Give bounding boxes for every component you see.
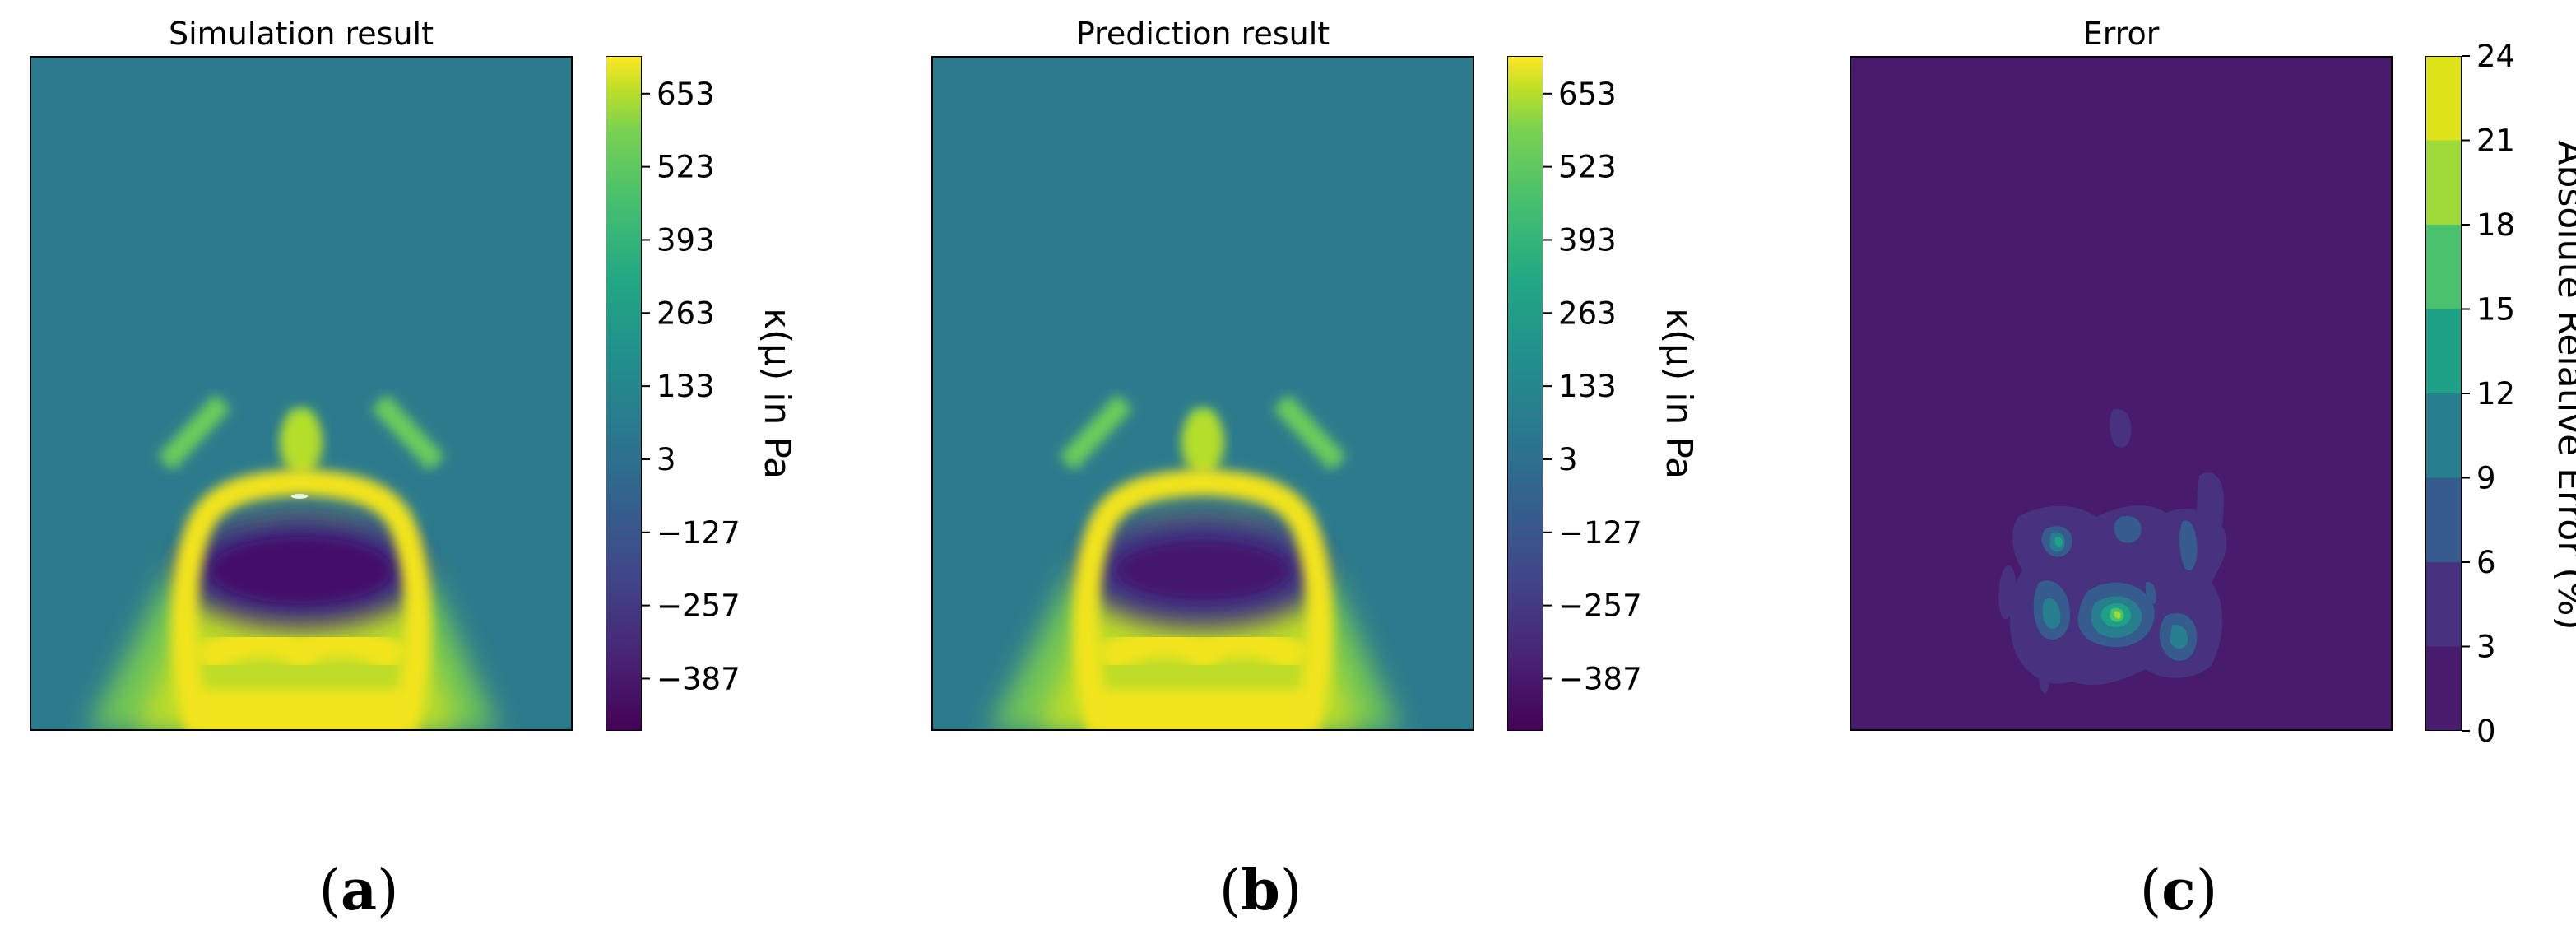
colorbar-tick-label: 3 bbox=[2476, 630, 2496, 665]
colorbar-title: κ(μ) in Pa bbox=[1658, 308, 1700, 479]
map-frame bbox=[30, 56, 573, 731]
error-level-18-21 bbox=[2114, 611, 2121, 619]
simulation-heatmap bbox=[30, 56, 573, 731]
colorbar-tick-label: 3 bbox=[657, 442, 676, 477]
caption-a: (a) bbox=[318, 858, 399, 923]
colorbar-tick-label: 12 bbox=[2476, 376, 2515, 412]
field-ring bbox=[1073, 468, 1333, 731]
field-lower-band bbox=[194, 626, 408, 675]
colorbar-tick-label: −257 bbox=[657, 588, 740, 624]
colorbar-tick-label: 523 bbox=[1558, 150, 1617, 185]
colorbar-tick-label: 24 bbox=[2476, 39, 2515, 74]
colorbar-level-band bbox=[2425, 562, 2462, 647]
colorbar-tick-label: −387 bbox=[657, 661, 740, 696]
panel-prediction: Prediction result bbox=[902, 0, 1757, 949]
colorbar-tick-label: 9 bbox=[2476, 461, 2496, 496]
panel-b-title: Prediction result bbox=[1075, 16, 1330, 52]
colorbar-tick-label: 653 bbox=[657, 77, 715, 112]
colorbar-tick-label: −257 bbox=[1558, 588, 1642, 624]
colorbar-tick-label: 6 bbox=[2476, 545, 2496, 580]
colorbar-tick-label: 18 bbox=[2476, 207, 2515, 243]
colorbar-tick-label: −127 bbox=[1558, 515, 1642, 551]
field-negative-core bbox=[1116, 541, 1289, 600]
colorbar-ticks: 24 21 18 15 12 9 6 3 0 Absolute Relative Error (… bbox=[2462, 39, 2576, 749]
colorbar-level-band bbox=[2425, 56, 2462, 141]
colorbar-gradient bbox=[1507, 56, 1543, 731]
error-contour-map bbox=[1850, 56, 2393, 731]
panel-error: Error bbox=[1820, 0, 2576, 949]
map-frame bbox=[1850, 56, 2393, 731]
colorbar-tick-label: 21 bbox=[2476, 123, 2515, 159]
colorbar-ticks: 653 523 393 263 133 3 −127 −257 −387 κ(μ) in Pa bbox=[1543, 77, 1700, 696]
colorbar-gradient bbox=[606, 56, 642, 731]
error-colorbar bbox=[2425, 56, 2462, 731]
field-lower-band bbox=[1096, 626, 1310, 675]
colorbar-tick-label: −127 bbox=[657, 515, 740, 551]
colorbar-tick-label: 393 bbox=[657, 222, 715, 258]
field-bottom-band bbox=[194, 690, 408, 731]
colorbar bbox=[606, 56, 642, 731]
colorbar-tick-label: 653 bbox=[1558, 77, 1617, 112]
caption-c: (c) bbox=[2139, 858, 2218, 923]
colorbar-level-band bbox=[2425, 477, 2462, 562]
colorbar-title: κ(μ) in Pa bbox=[756, 308, 798, 479]
map-frame bbox=[931, 56, 1474, 731]
colorbar-tick-label: 15 bbox=[2476, 292, 2515, 328]
colorbar-level-band bbox=[2425, 140, 2462, 225]
colorbar-tick-label: 263 bbox=[1558, 295, 1617, 331]
panel-simulation: Simulation result bbox=[0, 0, 856, 949]
colorbar-tick-label: 0 bbox=[2476, 714, 2496, 749]
colorbar-tick-label: 133 bbox=[1558, 369, 1617, 404]
field-ring bbox=[171, 468, 431, 731]
caption-b: (b) bbox=[1218, 858, 1302, 923]
field-negative-core bbox=[211, 537, 392, 603]
colorbar-tick-label: −387 bbox=[1558, 661, 1642, 696]
field-bottom-band bbox=[1096, 690, 1310, 731]
field-bright-spot bbox=[291, 494, 308, 499]
field-top-knob bbox=[280, 410, 323, 476]
prediction-heatmap bbox=[931, 56, 1474, 731]
colorbar-tick-label: 3 bbox=[1558, 442, 1578, 477]
colorbar-ticks: 653 523 393 263 133 3 −127 −257 −387 κ(μ) in Pa bbox=[642, 77, 798, 696]
colorbar-level-band bbox=[2425, 646, 2462, 731]
colorbar-level-band bbox=[2425, 393, 2462, 478]
colorbar-level-band bbox=[2425, 309, 2462, 393]
colorbar-tick-label: 263 bbox=[657, 295, 715, 331]
colorbar bbox=[1507, 56, 1543, 731]
colorbar-title: Absolute Relative Error (%) bbox=[2550, 140, 2576, 630]
panel-c-title: Error bbox=[2082, 16, 2160, 52]
colorbar-tick-label: 133 bbox=[657, 369, 715, 404]
field-top-knob bbox=[1181, 410, 1224, 476]
colorbar-level-band bbox=[2425, 225, 2462, 309]
colorbar-tick-label: 523 bbox=[657, 150, 715, 185]
colorbar-tick-label: 393 bbox=[1558, 222, 1617, 258]
panel-a-title: Simulation result bbox=[169, 16, 434, 52]
